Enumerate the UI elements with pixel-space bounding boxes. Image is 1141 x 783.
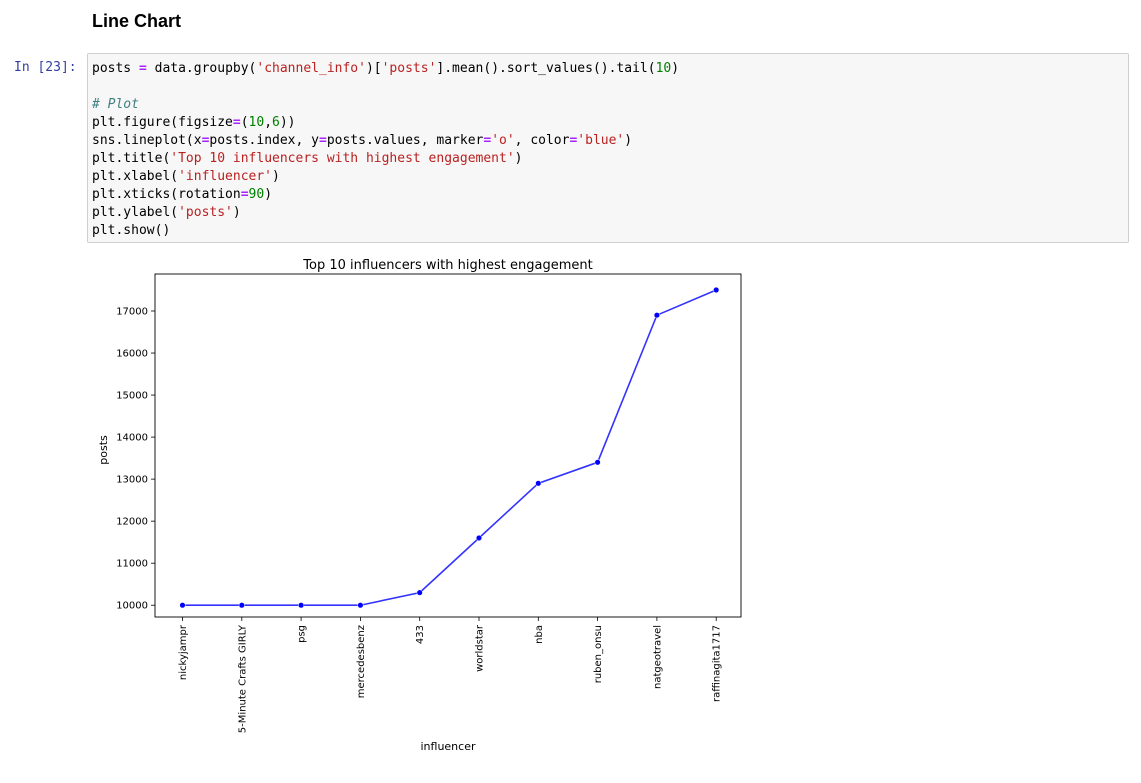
y-axis: 10000 11000 12000 13000 14000 15000 16000 17000 [116,306,155,612]
data-point [594,459,601,466]
x-tick-label: ruben_onsu [593,625,604,683]
code-token: plt.ylabel( [92,205,179,220]
markdown-heading: Line Chart [92,11,182,31]
y-tick-label: 15000 [116,391,148,402]
x-tick-label: mercedesbenz [356,625,367,698]
code-line: # Plot [92,96,679,114]
data-point [653,312,660,319]
code-token: 10 [248,115,265,130]
y-tick-label: 10000 [116,601,148,612]
code-token: posts.values, marker [326,133,484,148]
chart-title: Top 10 influencers with highest engageme… [302,258,592,273]
x-tick-label: natgeotravel [652,625,663,689]
code-token: 'channel_info' [256,61,366,76]
code-token: )[ [365,61,382,76]
x-tick-label: psg [297,625,308,643]
code-token: ) [624,133,633,148]
code-token: = [201,133,210,148]
code-line: plt.figure(figsize=(10,6)) [92,114,679,132]
line-chart: Top 10 influencers with highest engageme… [97,258,742,753]
code-line: plt.show() [92,222,679,240]
code-token: data.groupby( [146,61,257,76]
cell-prompt: In [23]: [14,60,77,75]
code-token: plt.xticks(rotation [92,187,241,202]
y-tick-label: 11000 [116,559,148,570]
code-token: plt.figure(figsize [92,115,233,130]
code-token: = [569,133,578,148]
y-tick-label: 14000 [116,433,148,444]
x-axis-label: influencer [420,740,475,753]
data-point [475,534,483,542]
data-point [357,602,364,609]
code-token: 10 [655,61,672,76]
code-token: = [483,133,492,148]
code-token: 90 [248,187,265,202]
x-axis: nickyjampr 5-Minute Crafts GIRLY psg merced… [178,617,723,733]
series-posts [179,286,720,609]
code-token: plt.show() [92,223,171,238]
code-token: 'posts' [178,205,233,220]
y-tick-label: 13000 [116,475,148,486]
y-tick-label: 17000 [116,306,148,317]
x-tick-label: 5-Minute Crafts GIRLY [237,624,248,733]
code-token: = [138,61,147,76]
code-token: 'posts' [381,61,437,76]
data-point [179,602,186,609]
y-tick-label: 16000 [116,349,148,360]
code-line: posts = data.groupby('channel_info')['po… [92,60,679,78]
code-line: plt.xlabel('influencer') [92,168,679,186]
code-line: plt.xticks(rotation=90) [92,186,679,204]
data-point [298,602,305,609]
series-line [182,289,717,607]
data-point [416,589,423,596]
code-token: posts [92,61,139,76]
code-token: 'influencer' [178,169,273,184]
code-token: = [240,187,249,202]
x-tick-label: nba [534,625,545,644]
code-editor[interactable]: posts = data.groupby('channel_info')['po… [92,60,679,240]
code-line [92,78,679,96]
data-point [535,480,542,487]
x-tick-label: raffinagita1717 [712,625,723,702]
code-token: 'o' [491,133,515,148]
data-point [713,286,720,294]
code-token: posts.index, y [209,133,319,148]
code-line: plt.title('Top 10 influencers with highe… [92,150,679,168]
code-token: = [232,115,241,130]
code-token: )) [279,115,296,130]
plot-frame [154,273,742,618]
code-token: = [318,133,327,148]
code-token: ( [240,115,249,130]
x-tick-label: nickyjampr [178,624,189,680]
code-token: ) [264,187,273,202]
code-token: plt.xlabel( [92,169,179,184]
data-point [238,602,245,609]
code-token: ) [232,205,241,220]
code-token: , color [514,133,570,148]
x-tick-label: 433 [415,625,426,644]
y-tick-label: 12000 [116,517,148,528]
code-token: # Plot [92,97,139,112]
code-token: 'blue' [577,133,625,148]
code-token: sns.lineplot(x [92,133,202,148]
code-token: ].mean().sort_values().tail( [436,61,656,76]
code-line: plt.ylabel('posts') [92,204,679,222]
code-token: 'Top 10 influencers with highest engagem… [170,151,515,166]
y-axis-label: posts [97,435,110,465]
code-token: plt.title( [92,151,171,166]
code-token: ) [272,169,280,184]
code-token: ) [671,61,680,76]
code-line: sns.lineplot(x=posts.index, y=posts.valu… [92,132,679,150]
cell-output: Top 10 influencers with highest engageme… [87,250,767,775]
code-token: , [264,115,273,130]
code-cell-input[interactable]: posts = data.groupby('channel_info')['po… [87,53,1129,243]
x-tick-label: worldstar [475,624,486,672]
code-token: 6 [272,115,280,130]
code-token: ) [514,151,523,166]
